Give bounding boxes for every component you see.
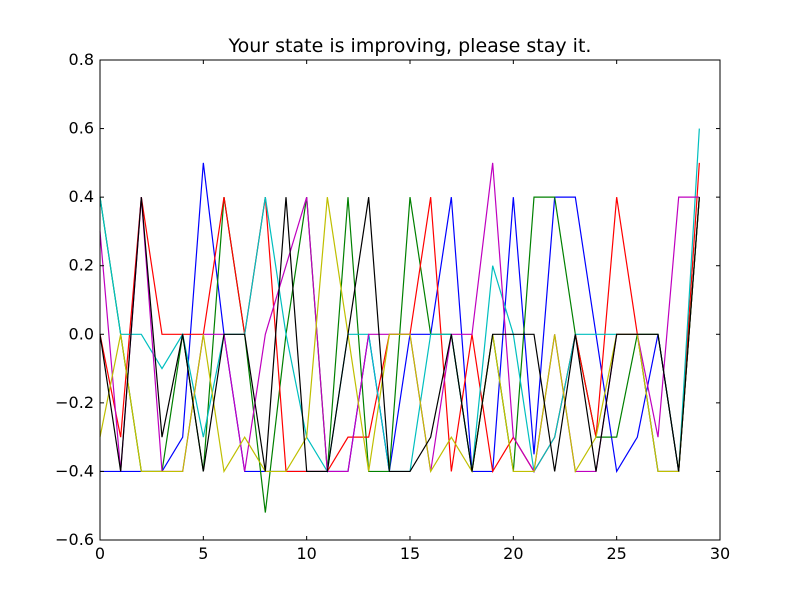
y-tick-label: 0.4 bbox=[69, 187, 94, 206]
series-line-6 bbox=[99, 197, 700, 474]
y-tick-label: 0.6 bbox=[69, 119, 94, 138]
x-tick-label: 10 bbox=[296, 544, 316, 563]
x-tick-label: 20 bbox=[503, 544, 523, 563]
x-tick-label: 0 bbox=[95, 544, 105, 563]
chart-title: Your state is improving, please stay it. bbox=[228, 35, 592, 57]
x-tick-label: 15 bbox=[400, 544, 420, 563]
series-layer bbox=[99, 128, 700, 513]
y-tick-label: 0.0 bbox=[69, 324, 94, 343]
y-tick-label: 0.2 bbox=[69, 256, 94, 275]
x-tick-label: 30 bbox=[710, 544, 730, 563]
y-tick-label: 0.8 bbox=[69, 50, 94, 69]
series-line-2 bbox=[99, 196, 700, 513]
series-line-1 bbox=[100, 162, 700, 474]
ticks-layer: 0 5 10 15 20 25 30 −0.6 −0.4 −0.2 0.0 0.2 0.4 0.6 0.8 bbox=[55, 50, 730, 563]
series-line-7 bbox=[99, 197, 700, 473]
x-tick-label: 25 bbox=[606, 544, 626, 563]
y-tick-label: −0.6 bbox=[55, 530, 94, 549]
y-tick-label: −0.4 bbox=[55, 461, 94, 480]
y-tick-label: −0.2 bbox=[55, 393, 94, 412]
x-tick-label: 5 bbox=[198, 544, 208, 563]
